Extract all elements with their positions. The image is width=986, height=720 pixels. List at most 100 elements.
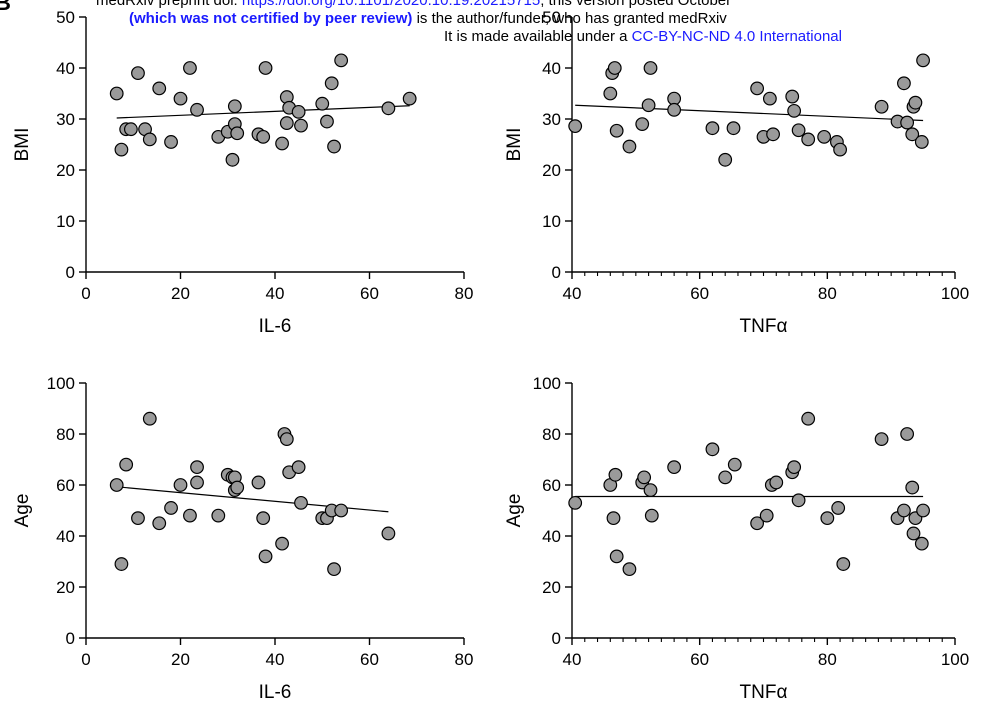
data-point <box>123 122 138 137</box>
y-tick-label: 40 <box>542 527 561 546</box>
regression-line <box>575 104 924 122</box>
data-point <box>275 536 289 551</box>
license-line: It is made available under a CC-BY-NC-ND… <box>444 28 842 45</box>
data-point <box>294 118 308 133</box>
y-tick-label: 0 <box>66 263 75 282</box>
data-point <box>258 61 273 75</box>
data-point <box>256 511 271 526</box>
peer-review-line: (which was not certified by peer review)… <box>129 10 727 27</box>
data-point <box>705 121 720 136</box>
data-point <box>568 119 583 134</box>
data-point <box>667 460 682 475</box>
y-tick-label: 10 <box>56 212 75 231</box>
data-point <box>726 121 741 136</box>
data-point <box>142 132 157 147</box>
data-point <box>897 76 911 91</box>
x-tick-label: 80 <box>818 284 837 303</box>
data-point <box>643 483 658 498</box>
data-point <box>190 475 204 490</box>
data-point <box>644 508 659 523</box>
data-point <box>334 53 349 68</box>
scatter-plot-3: 0 20 40 60 80 100 0 20 40 60 80 IL-6 Age <box>12 374 473 703</box>
data-point <box>787 103 802 118</box>
data-point <box>152 81 167 96</box>
doi-link[interactable]: https://doi.org/10.1101/2020.10.19.20215… <box>241 0 541 9</box>
y-tick-label: 10 <box>542 212 561 231</box>
y-tick-label: 20 <box>542 578 561 597</box>
data-point <box>791 493 806 508</box>
data-point <box>258 549 273 564</box>
data-point <box>114 557 129 571</box>
peer-review-note: (which was not certified by peer review) <box>129 10 413 27</box>
data-point <box>900 115 915 130</box>
y-tick-label: 20 <box>542 161 561 180</box>
data-point <box>622 139 637 154</box>
data-point <box>750 516 765 531</box>
x-tick-label: 40 <box>266 650 285 669</box>
data-point <box>131 511 145 526</box>
data-point <box>916 53 930 68</box>
data-point <box>833 142 847 157</box>
data-point <box>836 557 851 571</box>
data-point <box>609 123 624 138</box>
data-point <box>791 123 806 138</box>
data-point <box>327 139 341 154</box>
data-point <box>190 102 204 117</box>
x-tick-label: 80 <box>818 650 837 669</box>
data-point <box>142 411 157 426</box>
data-point <box>643 61 658 75</box>
data-point <box>769 475 784 490</box>
data-point <box>291 104 306 119</box>
x-tick-label: 100 <box>941 284 969 303</box>
data-point <box>320 114 334 129</box>
y-tick-label: 60 <box>542 476 561 495</box>
y-tick-label: 80 <box>542 425 561 444</box>
x-tick-label: 40 <box>266 284 285 303</box>
y-tick-label: 0 <box>66 629 75 648</box>
x-tick-label: 20 <box>171 284 190 303</box>
y-axis-title: BMI <box>12 128 33 162</box>
x-axis-title: TNFα <box>740 316 788 337</box>
license-link[interactable]: CC-BY-NC-ND 4.0 International <box>631 28 842 45</box>
data-point <box>905 480 920 495</box>
data-point <box>109 86 124 101</box>
data-point <box>766 127 780 142</box>
data-point <box>164 135 178 149</box>
y-tick-label: 50 <box>56 8 75 27</box>
data-point <box>916 503 930 518</box>
data-point <box>820 511 835 526</box>
data-point <box>291 460 306 475</box>
data-point <box>635 117 650 131</box>
data-point <box>381 526 396 541</box>
data-point <box>641 98 656 113</box>
y-tick-label: 30 <box>542 110 561 129</box>
data-point <box>906 526 921 541</box>
regression-line <box>116 486 389 513</box>
y-tick-label: 30 <box>56 110 75 129</box>
made-available-text: It is made available under a <box>444 28 632 45</box>
data-point <box>622 562 637 577</box>
data-point <box>131 66 145 80</box>
data-point <box>914 536 929 551</box>
data-point <box>897 503 911 518</box>
y-tick-label: 40 <box>56 59 75 78</box>
version-posted-text: ; this version posted October <box>540 0 732 9</box>
x-tick-label: 60 <box>360 650 379 669</box>
y-axis-title: Age <box>12 494 33 528</box>
data-point <box>251 475 266 490</box>
data-point <box>256 129 271 144</box>
x-tick-label: 60 <box>690 284 709 303</box>
scatter-plot-1: 0 10 20 30 40 50 0 20 40 60 80 IL-6 BMI <box>12 8 473 337</box>
y-tick-label: 40 <box>56 527 75 546</box>
data-point <box>327 562 341 577</box>
data-point <box>152 516 167 531</box>
scatter-plot-4: 0 20 40 60 80 100 40 60 80 100 TNFα Age <box>504 374 969 703</box>
data-point <box>164 501 178 515</box>
scatter-plot-2: 0 10 20 30 40 50 40 60 80 100 TNFα BMI <box>504 8 969 337</box>
data-point <box>183 508 197 523</box>
data-point <box>667 102 682 117</box>
data-point <box>905 127 920 142</box>
data-point <box>173 91 188 106</box>
preprint-prefix-text: medRxiv preprint doi: <box>96 0 242 9</box>
data-point <box>279 432 294 447</box>
